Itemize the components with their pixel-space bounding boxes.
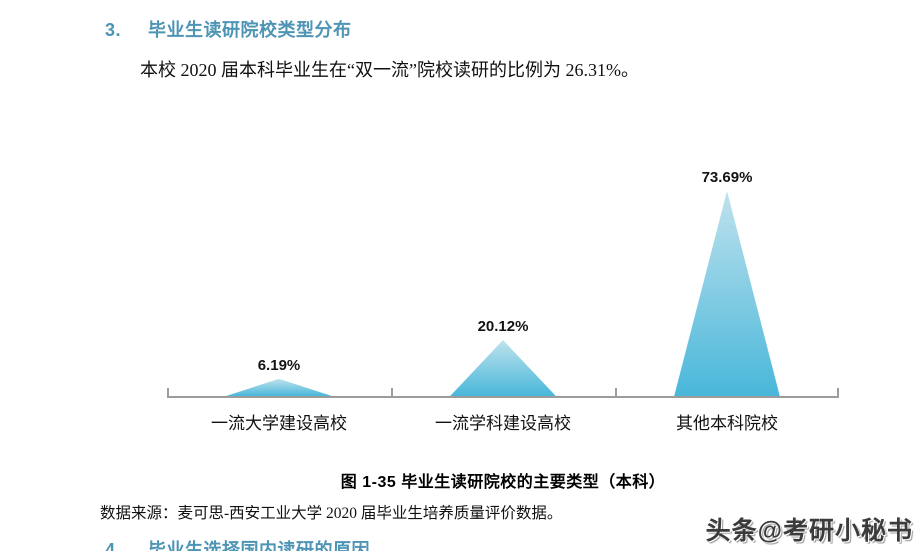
figure-caption: 图 1-35 毕业生读研院校的主要类型（本科） — [340, 474, 666, 491]
axis-tick — [615, 388, 617, 396]
category-axis-labels: 一流大学建设高校 一流学科建设高校 其他本科院校 — [167, 398, 839, 434]
toutiao-watermark: 头条@考研小秘书 — [705, 517, 913, 545]
chart-peak: 20.12% — [448, 318, 558, 396]
axis-tick — [391, 388, 393, 396]
chart-plot: 6.19% 20.12% 73.69% — [167, 150, 839, 398]
data-label: 20.12% — [477, 318, 529, 336]
next-section-heading-clipped: 4. 毕业生选择国内读研的原因 — [105, 536, 370, 551]
chart-peak: 73.69% — [672, 169, 782, 396]
chart-peak: 6.19% — [224, 357, 334, 396]
axis-tick — [837, 388, 839, 396]
category-label: 一流学科建设高校 — [435, 414, 571, 433]
triangle-shape — [674, 191, 780, 396]
section-number: 3. — [105, 20, 122, 40]
data-label: 6.19% — [257, 356, 301, 374]
data-source-note: 数据来源：麦可思-西安工业大学 2020 届毕业生培养质量评价数据。 — [100, 505, 563, 522]
readmission-school-type-chart: 6.19% 20.12% 73.69% 一流大学建设高校 一流学科建设高校 其他本科院校 — [167, 150, 839, 434]
category-label: 一流大学建设高校 — [211, 414, 347, 433]
body-paragraph: 本校 2020 届本科毕业生在“双一流”院校读研的比例为 26.31%。 — [140, 60, 639, 80]
next-section-number: 4. — [105, 540, 122, 551]
next-section-title: 毕业生选择国内读研的原因 — [148, 540, 370, 551]
triangle-shape — [450, 340, 556, 396]
data-label: 73.69% — [701, 169, 753, 186]
section-title: 毕业生读研院校类型分布 — [148, 20, 352, 40]
axis-tick — [167, 388, 169, 396]
triangle-shape — [226, 378, 332, 396]
section-heading: 3. 毕业生读研院校类型分布 — [105, 16, 352, 42]
category-label: 其他本科院校 — [676, 414, 778, 433]
